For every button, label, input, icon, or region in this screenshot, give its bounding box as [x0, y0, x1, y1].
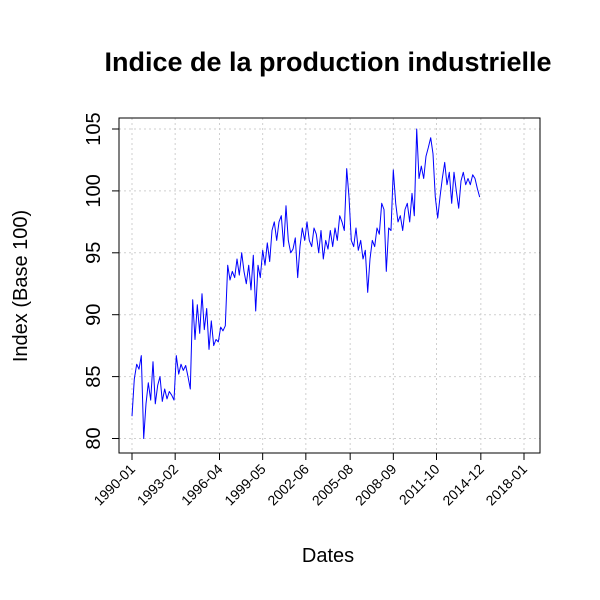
x-tick-label: 2018-01 — [482, 461, 530, 509]
series-group — [131, 128, 481, 439]
gridlines — [119, 118, 540, 453]
x-tick-label: 2008-09 — [352, 461, 400, 509]
y-tick-label: 105 — [83, 112, 105, 145]
x-tick-label: 1990-01 — [90, 461, 138, 509]
x-tick-label: 1999-05 — [221, 461, 269, 509]
y-tick-label: 100 — [83, 174, 105, 207]
chart-title: Indice de la production industrielle — [104, 47, 551, 77]
y-tick-label: 90 — [83, 304, 105, 326]
x-axis-title: Dates — [302, 545, 354, 567]
y-axis-title: Index (Base 100) — [10, 210, 32, 362]
plot-area — [118, 117, 541, 454]
x-tick-label: 1996-04 — [178, 461, 226, 509]
y-tick-label: 80 — [83, 427, 105, 449]
x-axis: 1990-011993-021996-041999-052002-062005-… — [90, 452, 530, 509]
y-tick-label: 95 — [83, 242, 105, 264]
series-line — [131, 128, 481, 439]
y-tick-label: 85 — [83, 365, 105, 387]
x-tick-label: 2014-12 — [439, 461, 487, 509]
y-axis: 80 85 90 95 100 105 — [83, 112, 120, 450]
x-tick-label: 2011-10 — [396, 461, 443, 508]
x-tick-label: 2002-06 — [264, 461, 312, 509]
x-tick-label: 1993-02 — [134, 461, 182, 509]
x-tick-label: 2005-08 — [309, 461, 357, 509]
